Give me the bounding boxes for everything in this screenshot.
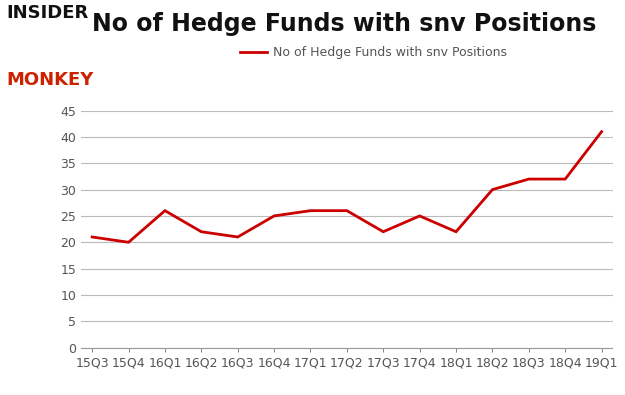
Text: INSIDER: INSIDER — [6, 4, 89, 22]
Text: MONKEY: MONKEY — [6, 71, 94, 89]
Legend: No of Hedge Funds with snv Positions: No of Hedge Funds with snv Positions — [234, 41, 512, 64]
Text: No of Hedge Funds with snv Positions: No of Hedge Funds with snv Positions — [92, 12, 596, 36]
